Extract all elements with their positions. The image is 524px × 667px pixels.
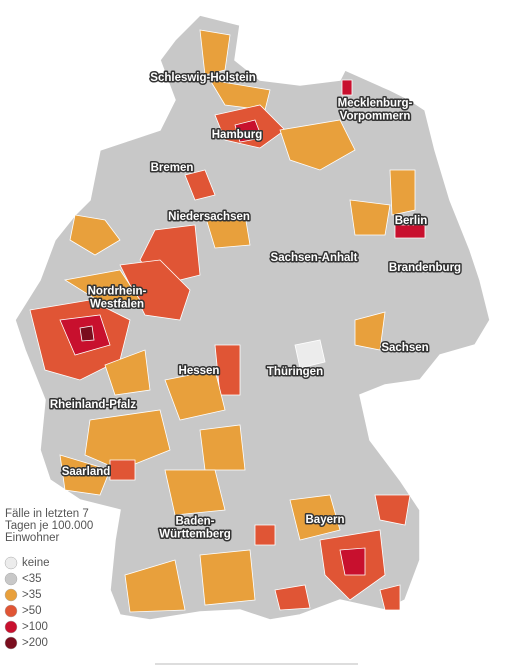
legend-title: Fälle in letzten 7 bbox=[5, 508, 89, 520]
region-label: Sachsen-Anhalt bbox=[271, 252, 358, 264]
legend-label: >50 bbox=[22, 605, 42, 617]
region-label: Hessen bbox=[179, 365, 220, 377]
legend-swatch bbox=[4, 620, 18, 634]
legend-label: >100 bbox=[22, 621, 48, 633]
legend-label: <35 bbox=[22, 573, 42, 585]
region-label: Berlin bbox=[395, 215, 428, 227]
germany-map bbox=[14, 14, 491, 621]
region-label: Vorpommern bbox=[340, 111, 411, 123]
legend-title: Tagen je 100.000 bbox=[5, 520, 93, 532]
region-label: Westfalen bbox=[90, 299, 144, 311]
legend-swatch bbox=[4, 572, 18, 586]
region-label: Sachsen bbox=[381, 342, 428, 354]
legend-swatch bbox=[4, 556, 18, 570]
district-fills bbox=[29, 29, 426, 613]
legend-swatch bbox=[4, 588, 18, 602]
region-label: Thüringen bbox=[267, 366, 323, 378]
legend-label: keine bbox=[22, 557, 50, 569]
region-label: Brandenburg bbox=[389, 262, 461, 274]
region-labels: Schleswig-Holstein Mecklenburg-Vorpommern… bbox=[48, 71, 462, 543]
legend-swatch bbox=[4, 604, 18, 618]
region-label: Bremen bbox=[151, 162, 194, 174]
region-label: Nordrhein- bbox=[88, 286, 147, 298]
legend-swatch bbox=[4, 636, 18, 650]
region-label: Rheinland-Pfalz bbox=[50, 399, 137, 411]
region-label: Schleswig-Holstein bbox=[150, 72, 255, 84]
legend-label: >200 bbox=[22, 637, 48, 649]
region-label: Hamburg bbox=[212, 129, 262, 141]
region-label: Saarland bbox=[62, 466, 111, 478]
region-label: Baden- bbox=[176, 516, 215, 528]
region-label: Niedersachsen bbox=[168, 211, 250, 223]
legend-label: >35 bbox=[22, 589, 42, 601]
region-label: Bayern bbox=[306, 514, 345, 526]
region-label: Mecklenburg- bbox=[338, 98, 413, 110]
region-label: Württemberg bbox=[159, 529, 231, 541]
legend-title: Einwohner bbox=[5, 532, 60, 544]
